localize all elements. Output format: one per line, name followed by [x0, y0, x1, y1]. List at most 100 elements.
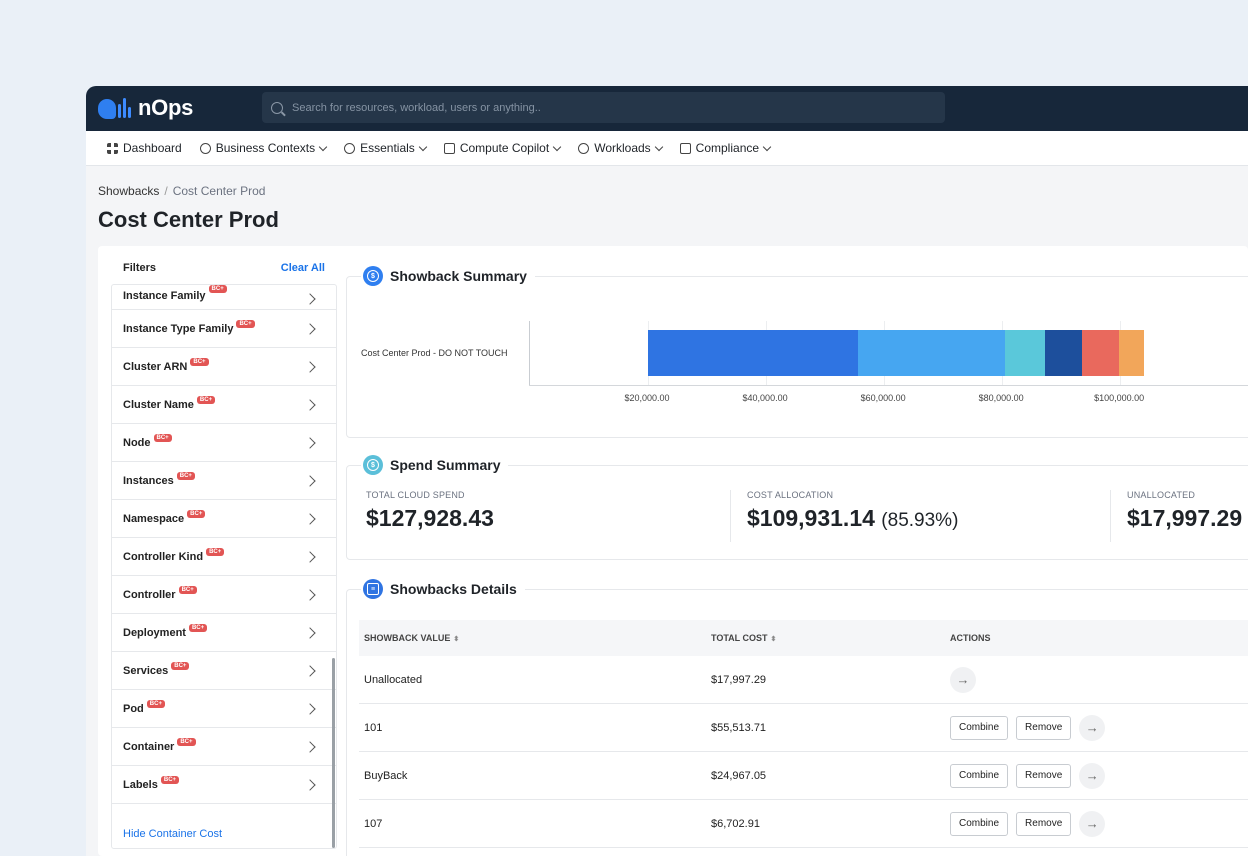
filter-item[interactable]: Controller Kind BC+: [112, 538, 336, 576]
filter-label: Pod: [123, 702, 144, 715]
filter-item[interactable]: Container BC+: [112, 728, 336, 766]
column-header-total-cost[interactable]: TOTAL COST ⬍: [711, 633, 777, 643]
chevron-right-icon: [304, 322, 316, 335]
search-input[interactable]: [292, 101, 892, 114]
filter-item[interactable]: Node BC+: [112, 424, 336, 462]
filter-label: Container: [123, 740, 175, 753]
filter-item[interactable]: Instances BC+: [112, 462, 336, 500]
nav-compliance[interactable]: Compliance: [679, 141, 772, 155]
filter-label: Namespace: [123, 512, 185, 525]
x-tick-label: $40,000.00: [742, 393, 788, 403]
document-icon: [679, 142, 691, 154]
remove-button[interactable]: Remove: [1016, 715, 1072, 740]
breadcrumb-parent-link[interactable]: Showbacks: [98, 184, 160, 198]
bar-segment[interactable]: [1118, 330, 1144, 376]
x-tick-label: $80,000.00: [978, 393, 1024, 403]
filter-item[interactable]: Instance Family BC+: [112, 285, 336, 310]
remove-button[interactable]: Remove: [1016, 811, 1072, 836]
page-title: Cost Center Prod: [98, 207, 279, 232]
arrow-right-icon[interactable]: →: [1079, 714, 1106, 741]
filter-item[interactable]: Instance Type Family BC+: [112, 310, 336, 348]
global-search[interactable]: [262, 92, 945, 123]
chevron-right-icon: [304, 474, 316, 487]
spend-summary-section: $ Spend Summary TOTAL CLOUD SPEND $127,9…: [346, 455, 1248, 560]
copilot-icon: [443, 142, 455, 154]
filters-title: Filters: [123, 262, 157, 274]
filter-item[interactable]: Services BC+: [112, 652, 336, 690]
combine-button[interactable]: Combine: [950, 811, 1009, 836]
actions-cell: Combine Remove →: [950, 762, 1106, 789]
bc-plus-badge: BC+: [206, 547, 225, 556]
bar-segment[interactable]: [530, 330, 649, 376]
filter-item[interactable]: Namespace BC+: [112, 500, 336, 538]
chevron-down-icon: [654, 142, 663, 151]
nops-logo[interactable]: nOps: [98, 95, 193, 121]
nav-dashboard[interactable]: Dashboard: [107, 141, 182, 155]
kpi-value-row: $109,931.14 (85.93%): [747, 505, 958, 532]
section-title: Showbacks Details: [390, 581, 517, 597]
breadcrumb-current: Cost Center Prod: [172, 184, 266, 198]
bar-segment[interactable]: [648, 330, 858, 376]
filter-label: Labels: [123, 778, 158, 791]
section-title: Showback Summary: [390, 268, 527, 284]
column-header-showback-value[interactable]: SHOWBACK VALUE ⬍: [364, 633, 460, 643]
layers-icon: ≡: [363, 579, 383, 599]
filter-item[interactable]: Labels BC+: [112, 766, 336, 804]
nav-workloads[interactable]: Workloads: [578, 141, 663, 155]
chevron-down-icon: [552, 142, 562, 151]
x-tick-label: $100,000.00: [1094, 393, 1145, 403]
bar-segment[interactable]: [1081, 330, 1119, 376]
table-row: 107 $6,702.91 Combine Remove →: [359, 800, 1248, 848]
filter-item[interactable]: Deployment BC+: [112, 614, 336, 652]
spend-summary-header: $ Spend Summary: [361, 455, 509, 475]
bc-plus-badge: BC+: [190, 357, 209, 366]
chevron-down-icon: [762, 142, 772, 151]
showbacks-details-section: ≡ Showbacks Details SHOWBACK VALUE ⬍ TOTA…: [346, 579, 1248, 856]
nav-label: Business Contexts: [215, 141, 316, 155]
table-row: Unallocated $17,997.29 →: [359, 656, 1248, 704]
column-header-actions: ACTIONS: [950, 633, 991, 643]
filter-label: Deployment: [123, 626, 186, 639]
grid-icon: [107, 142, 118, 154]
combine-button[interactable]: Combine: [950, 715, 1009, 740]
chevron-right-icon: [304, 293, 316, 305]
filter-item[interactable]: Pod BC+: [112, 690, 336, 728]
breadcrumb-separator: /: [164, 184, 168, 198]
remove-button[interactable]: Remove: [1016, 763, 1072, 788]
arrow-right-icon[interactable]: →: [1079, 762, 1106, 789]
nav-compute-copilot[interactable]: Compute Copilot: [443, 141, 562, 155]
arrow-right-icon[interactable]: →: [1079, 810, 1106, 837]
filter-item[interactable]: Cluster ARN BC+: [112, 348, 336, 386]
filter-label: Instances: [123, 474, 174, 487]
chart-category-label: Cost Center Prod - DO NOT TOUCH: [361, 348, 508, 358]
bar-segment[interactable]: [1004, 330, 1045, 376]
showbacks-details-header: ≡ Showbacks Details: [361, 579, 525, 599]
showback-value-cell: 101: [364, 721, 383, 734]
filter-item[interactable]: Cluster Name BC+: [112, 386, 336, 424]
arrow-right-icon[interactable]: →: [950, 666, 976, 693]
chart-plot-area: [529, 321, 1248, 385]
filter-label: Cluster Name: [123, 398, 194, 411]
nav-label: Dashboard: [123, 141, 182, 155]
hide-container-cost-link[interactable]: Hide Container Cost: [123, 828, 223, 840]
clear-all-button[interactable]: Clear All: [280, 262, 325, 274]
chevron-right-icon: [304, 436, 316, 449]
showback-value-cell: 107: [364, 817, 383, 830]
filter-list[interactable]: Instance Family BC+ Instance Type Family BC…: [111, 284, 337, 849]
combine-button[interactable]: Combine: [950, 763, 1009, 788]
nav-essentials[interactable]: Essentials: [344, 141, 428, 155]
nav-business-contexts[interactable]: Business Contexts: [199, 141, 328, 155]
filters-scrollbar[interactable]: [332, 658, 335, 848]
app-window: nOps Dashboard Business Contexts Essenti…: [86, 86, 1248, 856]
bc-plus-badge: BC+: [178, 585, 197, 594]
showback-summary-section: $ Showback Summary Cost Center Prod - DO…: [346, 266, 1248, 438]
kpi-percentage: (85.93%): [881, 510, 959, 531]
kpi-label: UNALLOCATED: [1127, 490, 1196, 500]
bar-segment[interactable]: [1044, 330, 1082, 376]
filter-item[interactable]: Controller BC+: [112, 576, 336, 614]
breadcrumb: Showbacks / Cost Center Prod: [98, 184, 265, 198]
chevron-right-icon: [304, 626, 316, 639]
gear-icon: [578, 142, 590, 154]
bar-segment[interactable]: [857, 330, 1005, 376]
